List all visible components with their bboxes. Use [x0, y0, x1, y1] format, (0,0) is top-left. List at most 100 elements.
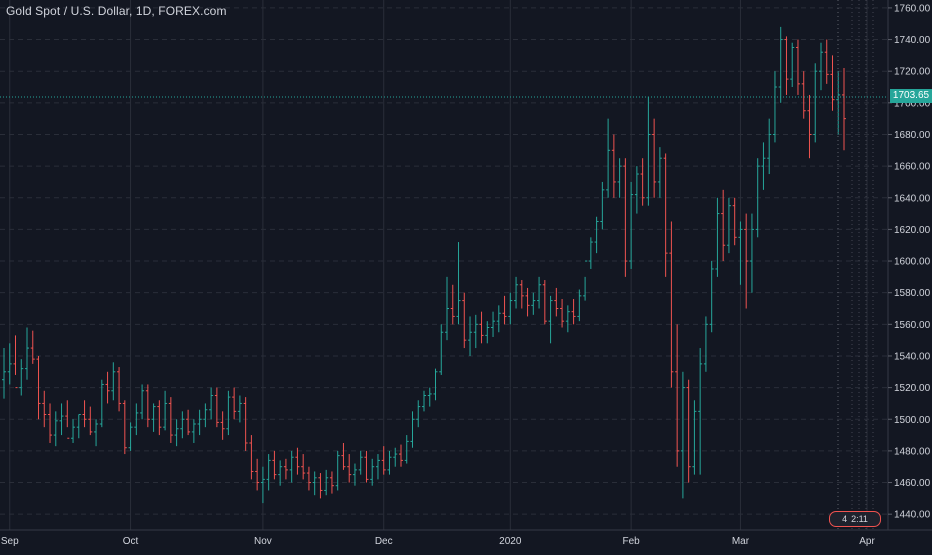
ohlc-bar: [709, 261, 714, 333]
ohlc-bar: [151, 403, 156, 432]
ohlc-bar: [715, 197, 720, 277]
ohlc-bar: [272, 450, 277, 480]
ohlc-bar: [111, 362, 116, 401]
ohlc-bar: [7, 343, 12, 385]
ohlc-bar: [203, 403, 208, 428]
ohlc-bar: [278, 460, 283, 486]
ohlc-bar: [519, 280, 524, 309]
ohlc-bar: [726, 197, 731, 254]
ohlc-bar: [537, 276, 542, 309]
ohlc-bar: [749, 213, 754, 293]
ohlc-bar: [197, 409, 202, 436]
ohlc-bar: [652, 118, 657, 198]
ohlc-bar: [191, 419, 196, 443]
price-axis-bg: [888, 0, 932, 550]
ohlc-bar: [508, 292, 513, 325]
ohlc-bar: [94, 419, 99, 447]
ohlc-bar: [623, 158, 628, 277]
ohlc-bar: [128, 422, 133, 451]
time-tick-label: Oct: [123, 536, 139, 547]
price-tick-label: 1660.00: [894, 162, 931, 173]
ohlc-bar: [646, 96, 651, 206]
badge-code: 2:11: [851, 514, 868, 524]
ohlc-bar: [686, 379, 691, 483]
ohlc-bar: [168, 397, 173, 443]
ohlc-bar: [703, 316, 708, 372]
price-tick-label: 1640.00: [894, 193, 931, 204]
ohlc-bar: [634, 166, 639, 214]
ohlc-bar: [266, 454, 271, 491]
ohlc-bar: [600, 181, 605, 230]
current-price-line: [0, 0, 888, 530]
ohlc-bar: [813, 63, 818, 143]
ohlc-bar: [818, 42, 823, 91]
ohlc-bar: [335, 450, 340, 491]
ohlc-bar: [42, 390, 47, 428]
ohlc-bar: [347, 454, 352, 483]
time-axis[interactable]: SepOctNovDec2020FebMarAprMay: [0, 529, 932, 550]
ohlc-bar: [468, 316, 473, 356]
ohlc-bar: [617, 158, 622, 198]
time-tick-label: Sep: [1, 536, 19, 547]
ohlc-bar: [249, 435, 254, 480]
ohlc-bar: [663, 153, 668, 277]
price-tick-label: 1500.00: [894, 415, 931, 426]
ohlc-bar: [117, 367, 122, 412]
ohlc-bar: [491, 311, 496, 337]
ohlc-bar: [260, 466, 265, 504]
ohlc-bar: [226, 390, 231, 436]
ohlc-bar: [71, 419, 76, 443]
ohlc-bar: [801, 71, 806, 119]
ohlc-bar: [732, 197, 737, 246]
ohlc-bar: [398, 444, 403, 467]
ohlc-bar: [629, 181, 634, 269]
ohlc-bar: [790, 42, 795, 88]
ohlc-bar: [502, 295, 507, 325]
ohlc-bar: [657, 147, 662, 198]
symbol-title: Gold Spot / U.S. Dollar, 1D, FOREX.com: [6, 4, 227, 18]
ohlc-bar: [450, 284, 455, 325]
price-tick-label: 1600.00: [894, 257, 931, 268]
ohlc-bar: [358, 450, 363, 475]
ohlc-bar: [433, 368, 438, 401]
ohlc-bar: [548, 295, 553, 344]
ohlc-bar: [375, 454, 380, 480]
ohlc-bar: [88, 406, 93, 436]
ohlc-bars: [2, 26, 846, 504]
ohlc-bar: [312, 471, 317, 496]
ohlc-bar: [352, 463, 357, 486]
ohlc-bar: [76, 414, 81, 439]
ohlc-bar: [2, 348, 6, 399]
ohlc-bar: [220, 411, 225, 440]
ohlc-bar: [445, 276, 450, 341]
ohlc-bar: [318, 473, 323, 499]
grid: [0, 0, 888, 530]
time-tick-label: 2020: [499, 536, 522, 547]
current-price-tag: 1703.65: [890, 89, 932, 103]
ohlc-bar: [295, 447, 300, 475]
ohlc-bar: [479, 311, 484, 344]
ohlc-bar: [542, 280, 547, 325]
ohlc-bar: [134, 403, 139, 436]
ohlc-bar: [410, 411, 415, 448]
ohlc-bar: [36, 355, 41, 420]
ohlc-bar: [145, 384, 150, 428]
ohlc-bar: [381, 446, 386, 475]
ohlc-bar: [163, 390, 168, 431]
ohlc-bar: [364, 450, 369, 483]
ohlc-bar: [738, 221, 743, 285]
price-axis[interactable]: 1440.00 1460.00 1480.00 1500.00 1520.00 1540.…: [887, 0, 932, 550]
ohlc-bar: [105, 371, 110, 404]
price-tick-label: 1480.00: [894, 446, 931, 457]
ohlc-bar: [755, 158, 760, 238]
ohlc-bar: [640, 158, 645, 206]
price-tick-label: 1540.00: [894, 351, 931, 362]
badge-count: 4: [842, 514, 848, 524]
price-tick-label: 1520.00: [894, 383, 931, 394]
ohlc-bar: [824, 39, 829, 84]
ohlc-bar: [65, 400, 70, 439]
price-tick-label: 1580.00: [894, 288, 931, 299]
time-tick-label: Feb: [623, 536, 641, 547]
